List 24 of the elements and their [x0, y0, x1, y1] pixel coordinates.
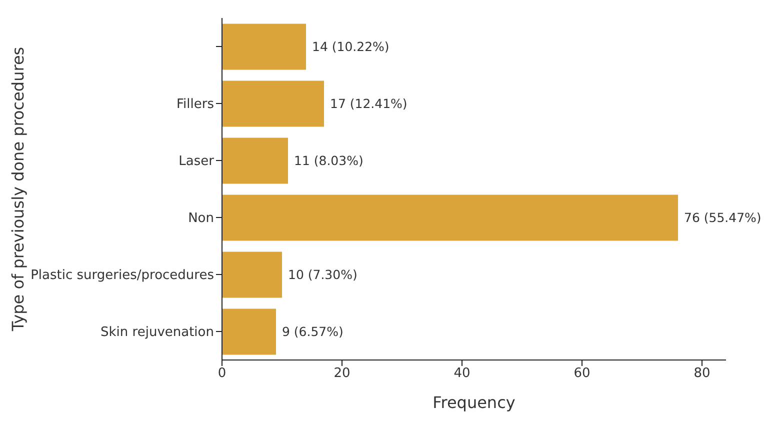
y-tick-label: Fillers [176, 97, 214, 112]
y-axis-title: Type of previously done procedures [8, 46, 28, 332]
data-label: 11 (8.03%) [294, 153, 364, 168]
x-tick-label: 40 [454, 366, 470, 382]
bar [222, 138, 288, 184]
data-label: 9 (6.57%) [282, 324, 344, 340]
bar [222, 252, 282, 298]
y-tick-label: Laser [178, 154, 215, 170]
x-tick-label: 60 [574, 366, 590, 382]
x-axis-title: Frequency [432, 393, 516, 412]
data-label: 14 (10.22%) [312, 39, 390, 54]
bar [222, 194, 678, 241]
bar [222, 24, 306, 70]
y-tick-label: Non [188, 211, 214, 226]
y-tick-label: Plastic surgeries/procedures [30, 268, 214, 284]
x-tick-label: 20 [334, 366, 350, 382]
bar [222, 308, 276, 355]
x-tick-label: 80 [694, 366, 710, 382]
bar [222, 80, 324, 127]
data-label: 10 (7.30%) [288, 267, 358, 282]
data-label: 76 (55.47%) [684, 210, 762, 226]
data-label: 17 (12.41%) [330, 96, 408, 112]
y-tick-label: Skin rejuvenation [100, 325, 214, 340]
x-tick-label: 0 [218, 366, 226, 382]
